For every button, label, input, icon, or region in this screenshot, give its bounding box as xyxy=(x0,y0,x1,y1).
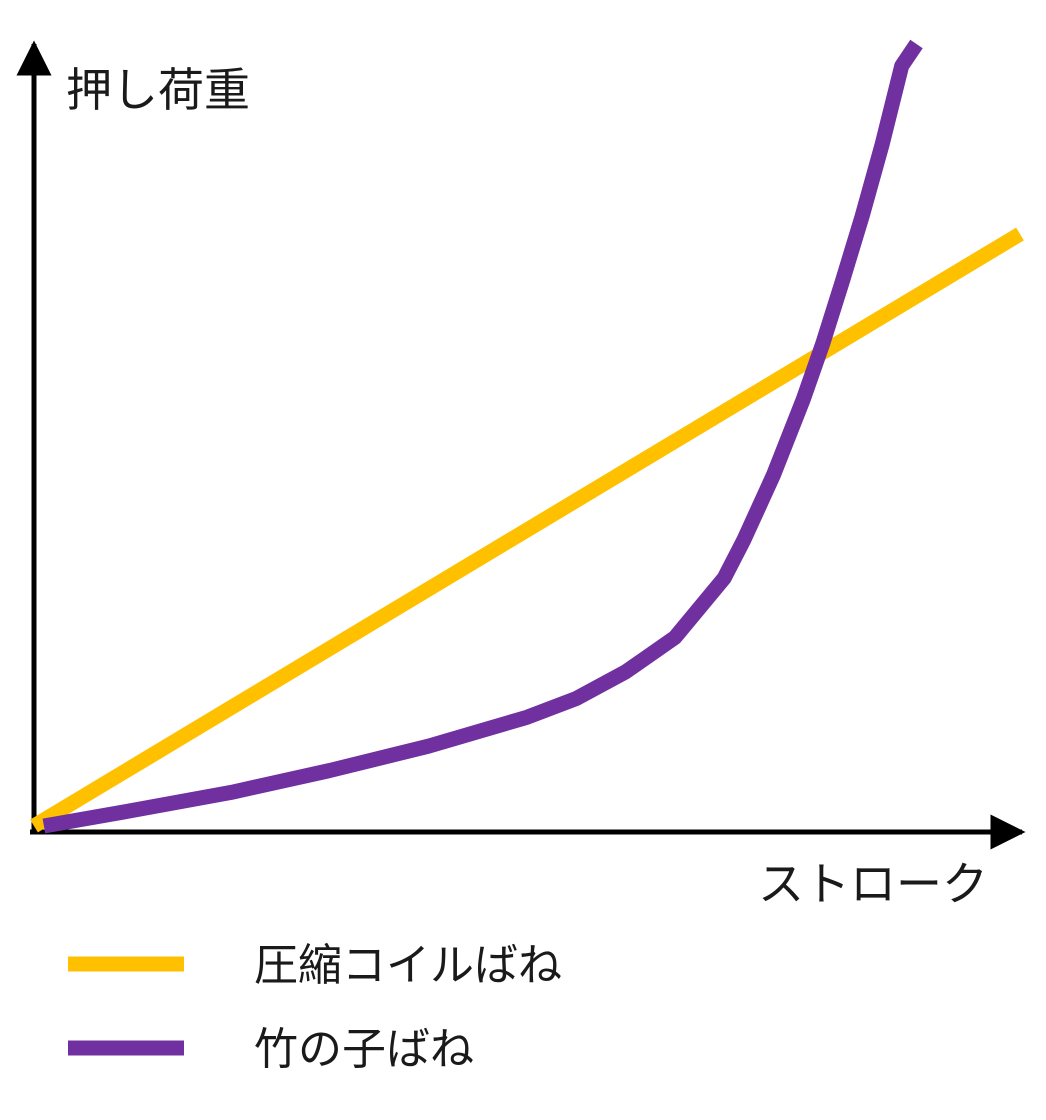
legend-label-volute-spring: 竹の子ばね xyxy=(254,1024,474,1075)
legend: 圧縮コイルばね 竹の子ばね xyxy=(68,940,562,1075)
y-axis-label: 押し荷重 xyxy=(66,63,250,117)
series-line-compression-coil-spring xyxy=(30,227,1024,833)
series-line-volute-spring xyxy=(42,39,923,834)
x-axis-label: ストローク xyxy=(758,857,988,911)
legend-label-compression-coil-spring: 圧縮コイルばね xyxy=(254,940,562,991)
